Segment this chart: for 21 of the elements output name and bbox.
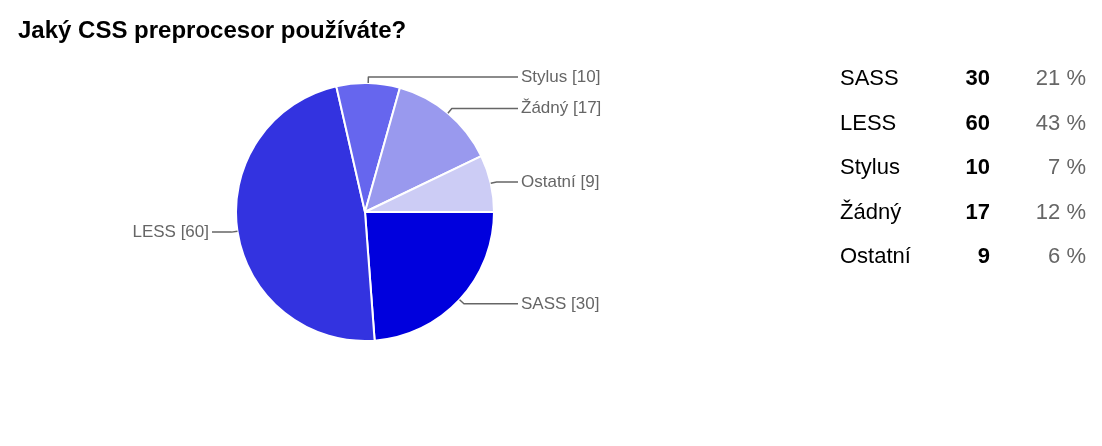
slice-label: Ostatní [9]	[521, 171, 600, 191]
text: 9	[977, 243, 990, 269]
chart-title: Jaký CSS preprocesor používáte?	[18, 16, 407, 43]
slice-label: Stylus [10]	[521, 66, 601, 86]
text: Žádný	[840, 198, 902, 224]
text: LESS	[840, 109, 897, 135]
slice-label: SASS [30]	[521, 293, 600, 313]
text: 30	[965, 65, 990, 90]
text: SASS	[840, 65, 899, 90]
text: 43 %	[1035, 109, 1086, 135]
text: 21 %	[1035, 65, 1086, 90]
slice-label: LESS [60]	[132, 221, 209, 241]
text: Ostatní	[840, 243, 911, 269]
text: Stylus	[840, 154, 900, 180]
text: 10	[965, 154, 990, 180]
text: 7 %	[1048, 154, 1086, 180]
text: 60	[965, 109, 990, 135]
slice-label: Žádný [17]	[521, 98, 602, 118]
text: 17	[965, 198, 990, 224]
text: 6 %	[1048, 243, 1086, 269]
text: 12 %	[1035, 198, 1086, 224]
